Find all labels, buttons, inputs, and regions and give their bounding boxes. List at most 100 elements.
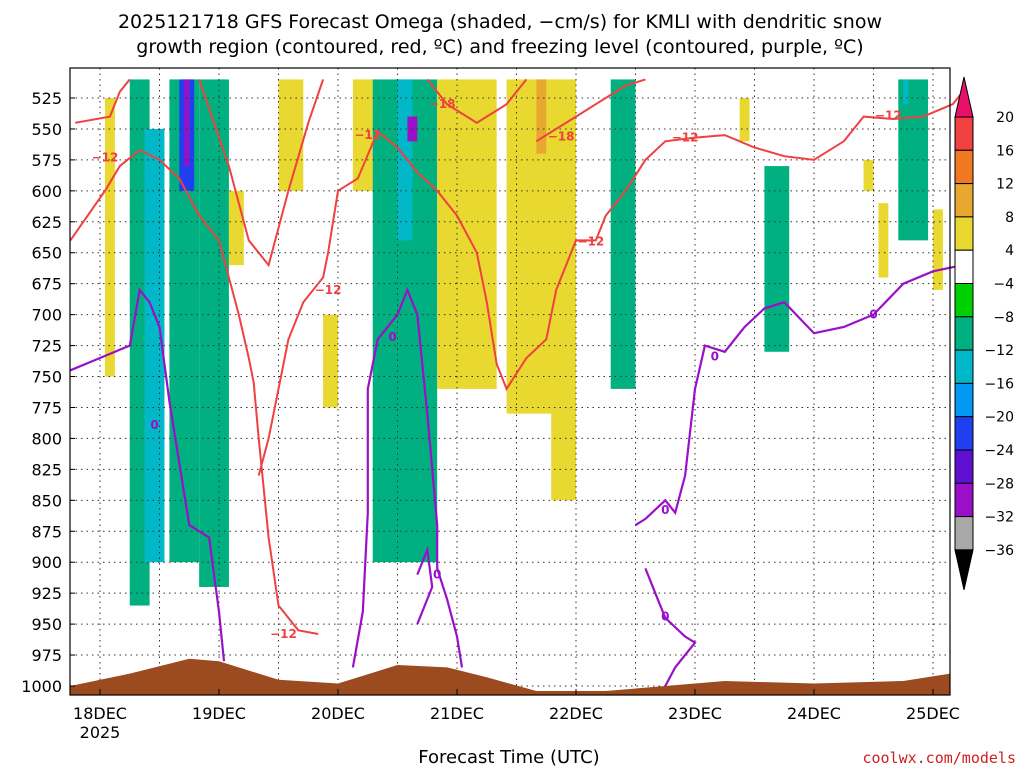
x-tick-4: 22DEC	[549, 704, 603, 723]
dgz-contour-5	[535, 78, 646, 143]
omega-shade-9	[323, 314, 338, 408]
colorbar-label-2: 12	[996, 177, 1014, 193]
colorbar-label-1: 16	[996, 143, 1014, 159]
colorbar-label-7: −12	[984, 343, 1014, 359]
contour-label-3: −12	[354, 128, 381, 142]
contour-labels: −12 −12 −12 −12 −18 −18 −12 −12 −12 0 0 0 0 0 0 0	[92, 97, 902, 641]
y-tick-725: 725	[31, 337, 62, 356]
freezing-contour-0	[69, 287, 226, 662]
colorbar-segment-11	[954, 449, 974, 484]
contour-label-4: −18	[429, 97, 456, 111]
colorbar-segment-9	[954, 382, 974, 418]
y-tick-925: 925	[31, 584, 62, 603]
y-tick-650: 650	[31, 244, 62, 263]
x-tick-2: 20DEC	[311, 704, 365, 723]
colorbar-label-5: −4	[993, 277, 1014, 293]
colorbar-segment-2	[954, 149, 974, 185]
omega-shade-6	[199, 79, 229, 587]
x-tick-3: 21DEC	[430, 704, 484, 723]
grid-lines	[70, 68, 950, 695]
y-axis-ticks: 525 550 575 600 625 650 675 700 725 750 775 800 825 8…	[21, 89, 75, 696]
colorbar-segment-10	[954, 416, 974, 451]
omega-shading-layer	[104, 79, 943, 606]
x-tick-5: 23DEC	[668, 704, 722, 723]
omega-shade-25	[933, 209, 943, 290]
colorbar-segment-7	[954, 316, 974, 351]
y-tick-900: 900	[31, 553, 62, 572]
colorbar-segment-5	[954, 249, 974, 284]
omega-shade-19	[739, 98, 750, 142]
colorbar-label-9: −20	[984, 410, 1014, 426]
credit-text: coolwx.com/models	[862, 749, 1016, 767]
omega-shade-8	[278, 79, 304, 191]
contour-label-12: 0	[661, 503, 669, 517]
colorbar-label-10: −24	[984, 443, 1014, 459]
omega-shade-7	[228, 190, 244, 266]
freezing-level-contours	[69, 264, 964, 687]
y-tick-1000: 1000	[21, 677, 62, 696]
omega-shade-16	[536, 79, 547, 154]
omega-shade-10	[352, 79, 373, 191]
contour-label-5: −18	[548, 129, 575, 143]
freezing-contour-3	[634, 264, 964, 527]
contour-label-2: −12	[270, 627, 297, 641]
x-tick-sublabel-0: 2025	[80, 723, 121, 742]
y-tick-950: 950	[31, 615, 62, 634]
colorbar-label-12: −32	[984, 510, 1014, 526]
contour-label-11: 0	[433, 568, 441, 582]
x-tick-0: 18DEC	[73, 704, 127, 723]
y-tick-600: 600	[31, 182, 62, 201]
y-tick-975: 975	[31, 646, 62, 665]
colorbar-label-11: −28	[984, 476, 1014, 492]
contour-label-14: 0	[711, 350, 719, 364]
omega-shade-5	[184, 79, 190, 167]
chart-title-line2: growth region (contoured, red, ºC) and f…	[136, 36, 863, 58]
colorbar-label-6: −8	[993, 310, 1014, 326]
colorbar-segment-8	[954, 349, 974, 384]
colorbar-segment-6	[954, 283, 974, 318]
omega-shade-12	[397, 79, 413, 241]
contour-label-13: 0	[661, 610, 669, 624]
colorbar-bottom-arrow	[954, 549, 974, 591]
y-tick-550: 550	[31, 120, 62, 139]
y-tick-675: 675	[31, 275, 62, 294]
dgz-contour-1	[257, 91, 964, 476]
chart-title-line1: 2025121718 GFS Forecast Omega (shaded, −…	[118, 11, 882, 33]
freezing-contour-2	[416, 545, 434, 625]
omega-shade-22	[878, 203, 889, 278]
omega-shade-24	[903, 79, 909, 105]
colorbar-segment-1	[954, 116, 974, 151]
y-tick-875: 875	[31, 522, 62, 541]
colorbar-label-0: 20	[996, 110, 1014, 126]
dgz-contour-3	[198, 79, 325, 268]
colorbar-segment-3	[954, 183, 974, 218]
colorbar-label-3: 8	[1005, 210, 1014, 226]
colorbar-label-8: −16	[984, 376, 1014, 392]
contour-label-15: 0	[869, 308, 877, 322]
contour-label-8: −12	[875, 108, 902, 122]
dgz-contour-4	[426, 78, 528, 124]
omega-shade-18	[610, 79, 636, 389]
terrain-fill	[70, 658, 950, 695]
contour-label-10: 0	[388, 330, 396, 344]
omega-shade-21	[863, 159, 874, 191]
colorbar-segment-13	[954, 516, 974, 551]
omega-shade-20	[764, 166, 790, 352]
contour-label-6: −12	[577, 235, 604, 249]
y-tick-700: 700	[31, 306, 62, 325]
dgz-contour-0	[69, 148, 319, 635]
freezing-contour-1	[351, 286, 464, 668]
y-tick-625: 625	[31, 213, 62, 232]
contour-label-7: −12	[672, 131, 699, 145]
y-tick-525: 525	[31, 89, 62, 108]
x-tick-6: 24DEC	[787, 704, 841, 723]
x-axis-title: Forecast Time (UTC)	[418, 747, 599, 768]
y-tick-800: 800	[31, 429, 62, 448]
colorbar-segment-12	[954, 482, 974, 518]
x-tick-1: 19DEC	[192, 704, 246, 723]
y-tick-575: 575	[31, 151, 62, 170]
contour-label-9: 0	[150, 418, 158, 432]
y-tick-750: 750	[31, 368, 62, 387]
